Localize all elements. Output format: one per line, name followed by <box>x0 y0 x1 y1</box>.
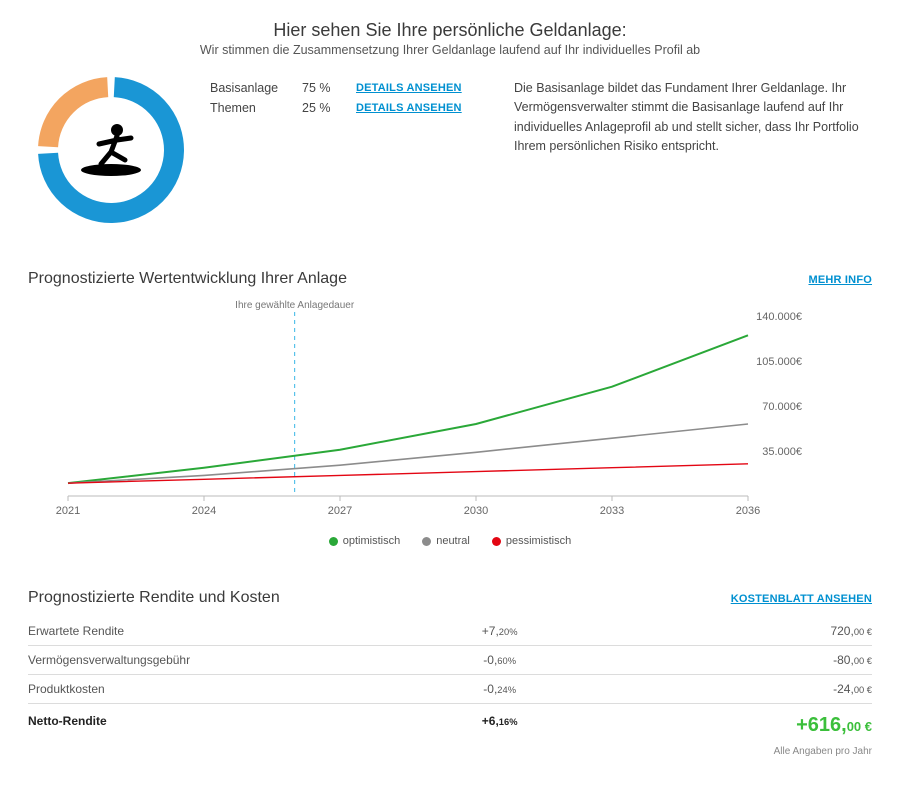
x-tick-label: 2033 <box>600 505 624 517</box>
allocation-pct: 75 % <box>302 81 342 95</box>
returns-table: Erwartete Rendite +7,20% 720,00 € Vermög… <box>28 617 872 744</box>
allocation-section: Basisanlage 75 % DETAILS ANSEHEN Themen … <box>28 75 872 228</box>
row-pct: +7,20% <box>376 624 624 638</box>
row-eur: -80,00 € <box>624 653 872 667</box>
table-row: Erwartete Rendite +7,20% 720,00 € <box>28 617 872 646</box>
allocation-description: Die Basisanlage bildet das Fundament Ihr… <box>514 75 864 157</box>
chosen-duration-label: Ihre gewählte Anlagedauer <box>235 300 354 311</box>
details-link-basis[interactable]: DETAILS ANSEHEN <box>356 82 462 94</box>
forecast-chart: Ihre gewählte Anlagedauer 35.000€ 70.000€… <box>28 296 872 547</box>
allocation-pct: 25 % <box>302 101 342 115</box>
row-eur: 720,00 € <box>624 624 872 638</box>
forecast-header: Prognostizierte Wertentwicklung Ihrer An… <box>28 270 872 288</box>
allocation-row-basis: Basisanlage 75 % DETAILS ANSEHEN <box>210 81 490 95</box>
row-label: Produktkosten <box>28 682 376 696</box>
legend-item: neutral <box>422 535 470 547</box>
returns-header: Prognostizierte Rendite und Kosten KOSTE… <box>28 589 872 607</box>
returns-heading: Prognostizierte Rendite und Kosten <box>28 589 280 607</box>
x-tick-label: 2021 <box>56 505 80 517</box>
table-row-total: Netto-Rendite +6,16% +616,00 € <box>28 704 872 744</box>
allocation-label: Themen <box>210 101 288 115</box>
row-label: Netto-Rendite <box>28 714 376 737</box>
page: Hier sehen Sie Ihre persönliche Geldanla… <box>0 0 900 781</box>
legend-dot <box>492 537 501 546</box>
table-row: Produktkosten -0,24% -24,00 € <box>28 675 872 704</box>
row-eur: -24,00 € <box>624 682 872 696</box>
details-link-themen[interactable]: DETAILS ANSEHEN <box>356 102 462 114</box>
table-row: Vermögensverwaltungsgebühr -0,60% -80,00… <box>28 646 872 675</box>
row-pct: +6,16% <box>376 714 624 737</box>
x-tick-label: 2036 <box>736 505 760 517</box>
page-subtitle: Wir stimmen die Zusammensetzung Ihrer Ge… <box>28 43 872 57</box>
series-pessimistisch <box>68 464 748 483</box>
allocation-donut <box>36 75 186 228</box>
cost-sheet-link[interactable]: KOSTENBLATT ANSEHEN <box>731 593 872 605</box>
legend-item: optimistisch <box>329 535 400 547</box>
x-tick-label: 2030 <box>464 505 488 517</box>
chart-legend: optimistisch neutral pessimistisch <box>28 535 872 547</box>
x-tick-label: 2027 <box>328 505 352 517</box>
series-optimistisch <box>68 335 748 483</box>
y-tick-label: 105.000€ <box>756 356 802 368</box>
y-tick-label: 140.000€ <box>756 311 802 323</box>
x-tick-label: 2024 <box>192 505 216 517</box>
series-neutral <box>68 424 748 483</box>
net-return-amount: +616,00 € <box>624 714 872 737</box>
row-pct: -0,60% <box>376 653 624 667</box>
row-label: Erwartete Rendite <box>28 624 376 638</box>
row-label: Vermögensverwaltungsgebühr <box>28 653 376 667</box>
allocation-row-themen: Themen 25 % DETAILS ANSEHEN <box>210 101 490 115</box>
page-title: Hier sehen Sie Ihre persönliche Geldanla… <box>28 20 872 41</box>
y-tick-label: 35.000€ <box>762 446 802 458</box>
legend-dot <box>329 537 338 546</box>
legend-dot <box>422 537 431 546</box>
more-info-link[interactable]: MEHR INFO <box>808 274 872 286</box>
forecast-heading: Prognostizierte Wertentwicklung Ihrer An… <box>28 270 347 288</box>
row-pct: -0,24% <box>376 682 624 696</box>
allocation-label: Basisanlage <box>210 81 288 95</box>
returns-footnote: Alle Angaben pro Jahr <box>28 746 872 757</box>
allocation-table: Basisanlage 75 % DETAILS ANSEHEN Themen … <box>210 75 490 121</box>
legend-item: pessimistisch <box>492 535 571 547</box>
y-tick-label: 70.000€ <box>762 401 802 413</box>
